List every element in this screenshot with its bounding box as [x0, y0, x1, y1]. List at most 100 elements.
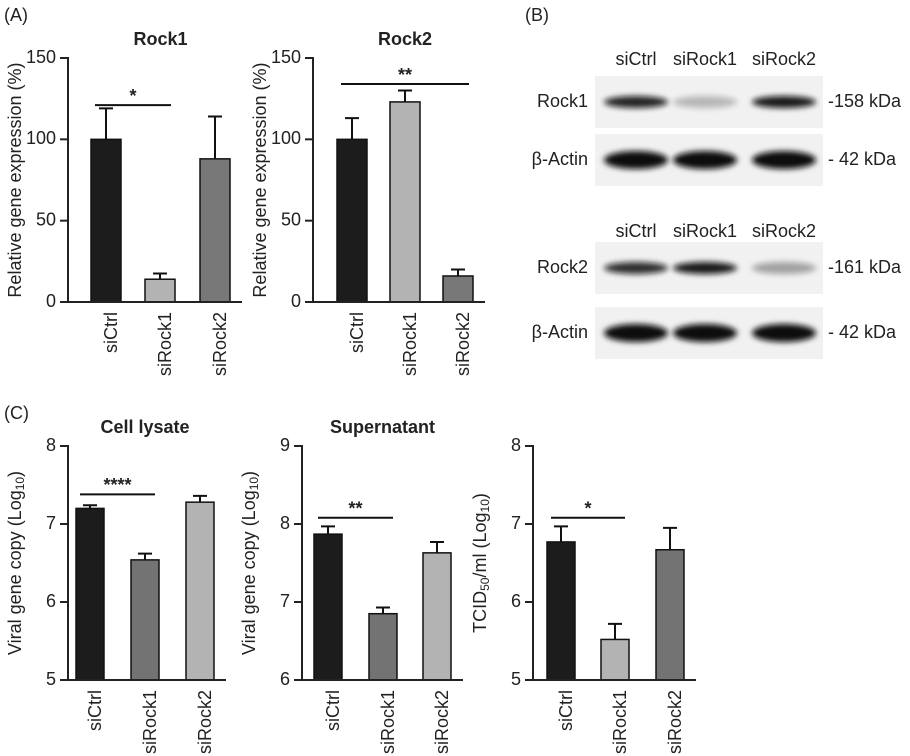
error-bar — [208, 115, 222, 159]
blot-band — [673, 324, 737, 342]
bar — [313, 533, 343, 681]
y-axis-label: Relative gene expression (%) — [250, 62, 270, 297]
chart-title: Supernatant — [330, 417, 435, 437]
significance-label: * — [584, 499, 591, 519]
size-label: - 42 kDa — [828, 149, 897, 169]
error-bar — [451, 268, 465, 276]
error-bar — [345, 117, 359, 140]
x-tick-label: siRock2 — [195, 690, 215, 754]
label-part: Relative gene expression (%) — [250, 62, 270, 297]
label-part: /ml (Log — [470, 512, 490, 577]
bar — [75, 507, 105, 681]
row-label: β-Actin — [532, 322, 588, 342]
blot-band — [604, 96, 668, 108]
blot-band — [604, 262, 668, 274]
significance-label: ** — [398, 65, 412, 85]
x-tick-label: siRock2 — [432, 690, 452, 754]
lane-label: siRock1 — [673, 49, 737, 69]
y-tick-label: 6 — [511, 591, 521, 611]
bar — [546, 541, 576, 681]
bar — [199, 158, 231, 303]
bar — [90, 138, 122, 303]
label-part: ) — [239, 471, 259, 477]
significance-label: * — [129, 86, 136, 106]
panel-label: (C) — [4, 403, 29, 423]
blot-band — [673, 262, 737, 274]
bar — [600, 638, 630, 681]
significance-label: ** — [348, 499, 362, 519]
blot-band — [752, 96, 816, 108]
y-tick-label: 50 — [36, 209, 56, 229]
subscript: 50 — [478, 577, 492, 591]
bar — [144, 278, 176, 303]
bar — [655, 548, 685, 681]
y-tick-label: 150 — [271, 47, 301, 67]
y-axis-label: TCID50/ml (Log10) — [470, 493, 492, 633]
x-tick-label: siRock1 — [140, 690, 160, 754]
subscript: 10 — [13, 477, 27, 491]
label-part: ) — [5, 471, 25, 477]
row-label: Rock1 — [537, 91, 588, 111]
blot-band — [752, 262, 816, 274]
bar — [368, 612, 398, 681]
subscript: 10 — [478, 499, 492, 513]
label-part: Viral gene copy (Log — [5, 490, 25, 655]
label-part: Viral gene copy (Log — [239, 490, 259, 655]
lane-label: siCtrl — [616, 49, 657, 69]
error-bar — [430, 540, 444, 553]
x-tick-label: siCtrl — [323, 690, 343, 731]
y-axis-label: Viral gene copy (Log10) — [5, 471, 27, 655]
error-bar — [99, 107, 113, 140]
y-tick-label: 6 — [280, 669, 290, 689]
error-bar — [153, 272, 167, 280]
size-label: -158 kDa — [828, 91, 902, 111]
y-tick-label: 7 — [46, 513, 56, 533]
blot-band — [673, 151, 737, 169]
x-tick-label: siRock1 — [610, 690, 630, 754]
lane-label: siRock2 — [752, 49, 816, 69]
label-part: ) — [470, 493, 490, 499]
error-bar — [83, 504, 97, 509]
y-tick-label: 8 — [280, 513, 290, 533]
y-tick-label: 0 — [46, 291, 56, 311]
error-bar — [376, 606, 390, 614]
lane-label: siRock1 — [673, 221, 737, 241]
y-tick-label: 50 — [281, 209, 301, 229]
panel-label: (A) — [4, 5, 28, 25]
lane-label: siRock2 — [752, 221, 816, 241]
blot-band — [604, 151, 668, 169]
error-bar — [321, 525, 335, 535]
error-bar — [138, 552, 152, 560]
chart-title: Rock2 — [378, 29, 432, 49]
blot-band — [752, 324, 816, 342]
row-label: β-Actin — [532, 149, 588, 169]
blot-band — [604, 324, 668, 342]
y-tick-label: 150 — [26, 47, 56, 67]
y-tick-label: 5 — [46, 669, 56, 689]
subscript: 10 — [247, 477, 261, 491]
y-tick-label: 5 — [511, 669, 521, 689]
chart-title: Rock1 — [133, 29, 187, 49]
chart-title: Cell lysate — [100, 417, 189, 437]
y-tick-label: 7 — [280, 591, 290, 611]
y-tick-label: 8 — [46, 435, 56, 455]
size-label: -161 kDa — [828, 257, 902, 277]
x-tick-label: siRock2 — [453, 312, 473, 376]
y-tick-label: 6 — [46, 591, 56, 611]
x-tick-label: siRock1 — [400, 312, 420, 376]
y-tick-label: 8 — [511, 435, 521, 455]
bar — [185, 501, 215, 681]
error-bar — [193, 494, 207, 503]
x-tick-label: siCtrl — [556, 690, 576, 731]
y-axis-label: Relative gene expression (%) — [5, 62, 25, 297]
x-tick-label: siRock2 — [665, 690, 685, 754]
bar — [389, 101, 421, 303]
label-part: Relative gene expression (%) — [5, 62, 25, 297]
error-bar — [608, 622, 622, 640]
panel-label: (B) — [525, 5, 549, 25]
significance-label: **** — [103, 475, 131, 495]
x-tick-label: siCtrl — [101, 312, 121, 353]
bar — [130, 559, 160, 681]
error-bar — [554, 525, 568, 542]
x-tick-label: siCtrl — [347, 312, 367, 353]
